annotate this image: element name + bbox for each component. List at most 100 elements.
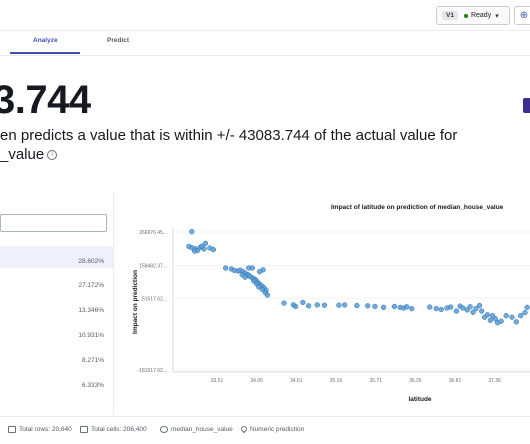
x-axis-label: latitude: [408, 396, 431, 403]
scatter-point: [476, 302, 483, 309]
scatter-point: [438, 306, 444, 313]
scatter-point: [292, 303, 299, 310]
selected-column-row[interactable]: [0, 246, 113, 268]
scatter-point: [365, 303, 371, 309]
scatter-point: [210, 246, 217, 253]
chevron-down-icon: ▾: [495, 12, 499, 20]
scatter-point: [242, 274, 248, 280]
scatter-point: [487, 317, 493, 323]
scatter-point: [503, 313, 509, 319]
scatter-point: [256, 269, 263, 275]
scatter-point: [222, 265, 229, 271]
scatter-point: [249, 265, 255, 271]
scatter-point: [522, 309, 528, 316]
version-badge: V1: [442, 11, 458, 20]
x-tick-label: 33.51: [211, 378, 224, 384]
add-button[interactable]: ⊕: [514, 6, 530, 25]
status-dot: [463, 13, 468, 18]
table-icon: [8, 426, 16, 433]
scatter-point: [470, 309, 476, 315]
scatter-point: [404, 304, 410, 310]
scatter-point: [372, 303, 378, 310]
impact-percentage: 6.333%: [81, 382, 104, 389]
chart-title: Impact of latitude on prediction of medi…: [331, 204, 504, 211]
scatter-point: [479, 308, 485, 314]
metric-value: 3.744: [0, 78, 91, 122]
scatter-point: [191, 248, 198, 254]
scatter-point: [189, 229, 195, 235]
scatter-point: [460, 305, 466, 311]
x-tick-label: 34.06: [250, 378, 263, 384]
y-tick-label: ...51517.62...: [138, 296, 167, 302]
scatter-point: [281, 300, 287, 306]
scatter-point: [517, 313, 524, 319]
scatter-point: [300, 299, 306, 306]
info-icon[interactable]: i: [47, 150, 58, 161]
column-search-input[interactable]: [0, 214, 107, 232]
x-tick-label: 35.16: [330, 378, 343, 384]
scatter-point: [467, 304, 473, 310]
y-tick-label: 266976.45...: [139, 230, 167, 236]
action-button[interactable]: [523, 98, 530, 113]
impact-percentage: 10.931%: [78, 332, 104, 339]
metric-description-target: _value i: [0, 146, 58, 163]
scatter-point: [433, 305, 439, 312]
impact-chart-panel: Impact of latitude on prediction of medi…: [115, 192, 530, 414]
impact-percentage: 27.172%: [78, 282, 104, 289]
scatter-point: [492, 316, 499, 322]
scatter-point: [448, 304, 454, 310]
scatter-point: [336, 302, 342, 308]
scatter-point: [321, 302, 328, 308]
scatter-point: [524, 304, 530, 311]
impact-percentage: 13.346%: [78, 307, 104, 314]
y-tick-label: 158482.37...: [139, 263, 167, 269]
scatter-point: [199, 243, 205, 249]
x-tick-label: 35.71: [369, 378, 382, 384]
scatter-point: [453, 308, 460, 314]
scatter-point: [264, 292, 271, 298]
x-tick-label: 36.26: [409, 378, 422, 384]
version-selector[interactable]: V1 Ready ▾: [436, 6, 510, 25]
tab-analyze[interactable]: Analyze: [33, 37, 58, 44]
active-tab-indicator: [10, 52, 80, 54]
impact-percentage: 28.602%: [78, 258, 104, 265]
x-tick-label: 36.81: [449, 378, 462, 384]
scatter-point: [314, 302, 320, 308]
scatter-point: [513, 319, 519, 325]
scatter-point: [202, 240, 209, 247]
scatter-point: [509, 314, 515, 320]
impact-percentage: 8.271%: [81, 357, 104, 364]
y-tick-label: -181517.62...: [138, 368, 167, 374]
plus-icon: ⊕: [519, 10, 529, 21]
total-rows: Total rows: 20,640: [8, 426, 72, 433]
scatter-chart: 266976.45... 158482.37... ...51517.62... -1…: [132, 227, 530, 403]
scatter-point: [484, 312, 491, 318]
scatter-point: [354, 302, 360, 309]
tab-predict[interactable]: Predict: [107, 37, 130, 44]
problem-type: Numeric prediction: [239, 425, 304, 434]
total-cells: Total cells: 206,400: [80, 426, 147, 433]
scatter-point: [409, 305, 415, 312]
x-tick-label: 37.36: [488, 378, 501, 384]
x-tick-label: 34.61: [290, 378, 303, 384]
y-axis-label: Impact on prediction: [132, 270, 139, 334]
scatter-point: [473, 305, 479, 312]
scatter-point: [427, 304, 433, 310]
scatter-point: [380, 304, 387, 311]
scatter-point: [256, 284, 262, 290]
target-column: median_house_value: [160, 426, 233, 433]
scatter-point: [391, 303, 398, 310]
status-text: Ready: [470, 12, 492, 19]
grid-icon: [80, 426, 88, 433]
scatter-point: [341, 302, 348, 308]
metric-description: en predicts a value that is within +/- 4…: [0, 127, 458, 144]
top-bar: V1 Ready ▾ ⊕: [0, 0, 530, 31]
scatter-point: [305, 303, 312, 309]
dataset-summary-bar: Total rows: 20,640 Total cells: 206,400 …: [0, 416, 530, 444]
target-name: _value: [0, 146, 45, 163]
scatter-point: [498, 318, 504, 324]
tab-bar: Analyze Predict: [0, 31, 530, 56]
location-pin-icon: [239, 425, 249, 434]
column-impact-panel: 28.602% 27.172% 13.346% 10.931% 8.271% 6…: [0, 192, 114, 414]
target-icon: [160, 426, 168, 433]
